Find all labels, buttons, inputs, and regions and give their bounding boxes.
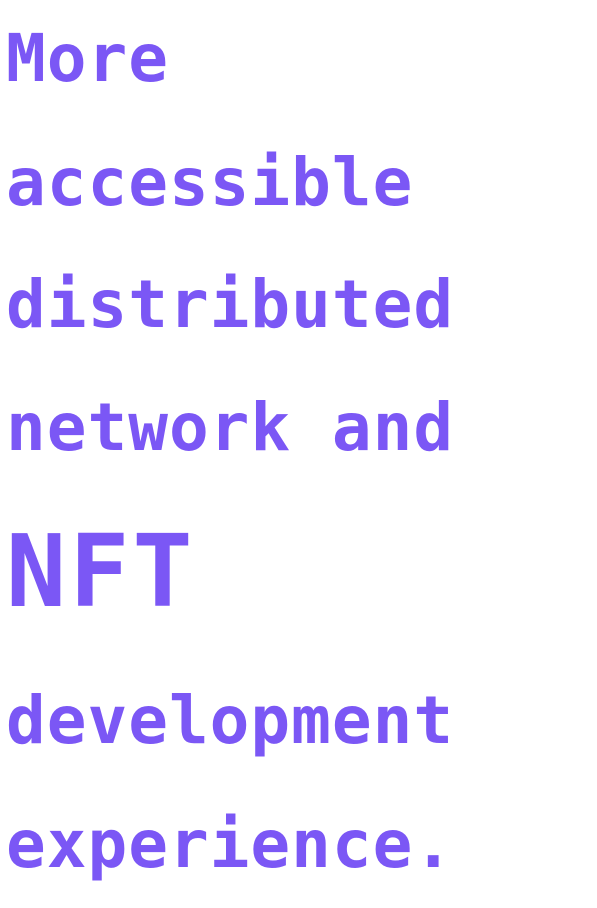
- headline-line-3: distributed: [6, 266, 455, 343]
- headline-line-2: accessible: [6, 144, 414, 221]
- headline-line-5-emphasis: NFT: [6, 513, 196, 630]
- headline-line-1: More: [6, 20, 169, 97]
- headline-line-4: network and: [6, 389, 455, 466]
- headline-line-7: experience.: [6, 806, 455, 883]
- headline-line-6: development: [6, 682, 455, 759]
